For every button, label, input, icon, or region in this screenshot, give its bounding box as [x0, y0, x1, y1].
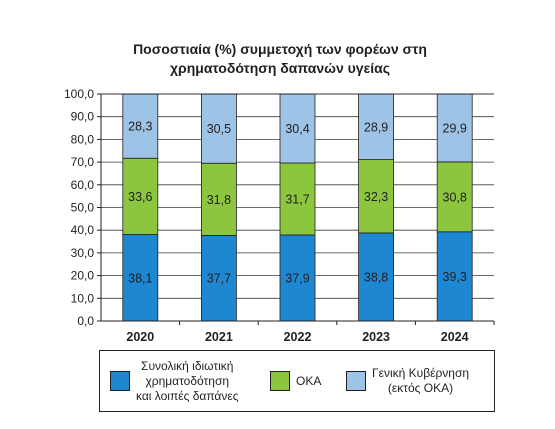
legend-swatch-government	[346, 371, 366, 391]
bar-segment	[436, 93, 473, 163]
legend: Συνολική ιδιωτική χρηματοδότηση και λοιπ…	[99, 350, 495, 412]
data-label: 28,9	[364, 120, 388, 134]
bar-segment	[122, 157, 159, 235]
y-tick-label: 30,0	[71, 246, 95, 260]
data-label: 32,3	[364, 190, 388, 204]
data-label: 38,8	[364, 270, 388, 284]
legend-label-government: Γενική Κυβέρνηση (εκτός ΟΚΑ)	[372, 366, 469, 396]
data-label: 38,1	[128, 271, 152, 285]
y-tick-label: 90,0	[71, 110, 95, 124]
bar-segment	[200, 162, 237, 236]
bar-segment	[358, 232, 395, 322]
chart-title-line-2: χρηματοδότηση δαπανών υγείας	[169, 60, 390, 76]
legend-item-private: Συνολική ιδιωτική χρηματοδότηση και λοιπ…	[110, 351, 239, 411]
y-tick-label: 60,0	[71, 178, 95, 192]
y-tick-label: 80,0	[71, 132, 95, 146]
data-label: 31,7	[285, 192, 309, 206]
data-label: 39,3	[443, 270, 467, 284]
chart-title-line-1: Ποσοστιαία (%) συμμετοχή των φορέων στη	[133, 41, 427, 57]
data-label: 33,6	[128, 190, 152, 204]
y-tick-label: 50,0	[71, 201, 95, 215]
y-tick-label: 40,0	[71, 223, 95, 237]
data-label: 28,3	[128, 120, 152, 134]
y-tick-label: 10,0	[71, 291, 95, 305]
legend-label-private: Συνολική ιδιωτική χρηματοδότηση και λοιπ…	[136, 359, 239, 404]
chart-title: Ποσοστιαία (%) συμμετοχή των φορέων στη …	[60, 40, 500, 78]
legend-label-private-line-2: χρηματοδότηση	[145, 373, 230, 388]
legend-label-government-line-2: (εκτός ΟΚΑ)	[387, 381, 454, 395]
legend-label-private-line-3: και λοιπές δαπάνες	[136, 388, 239, 403]
bar-segment	[279, 93, 316, 164]
legend-swatch-private	[110, 371, 130, 391]
legend-item-oka: ΟΚΑ	[270, 351, 321, 411]
data-label: 30,8	[443, 190, 467, 204]
legend-label-private-line-1: Συνολική ιδιωτική	[141, 358, 234, 373]
legend-swatch-oka	[270, 371, 290, 391]
legend-item-government: Γενική Κυβέρνηση (εκτός ΟΚΑ)	[346, 351, 469, 411]
y-tick-label: 70,0	[71, 155, 95, 169]
x-tick-label: 2022	[284, 330, 312, 344]
data-label: 31,8	[207, 193, 231, 207]
data-label: 29,9	[443, 121, 467, 135]
bar-segment	[200, 93, 237, 164]
bar-segment	[122, 93, 159, 159]
data-label: 30,5	[207, 122, 231, 136]
y-tick-label: 20,0	[71, 269, 95, 283]
legend-label-oka: ΟΚΑ	[296, 373, 322, 388]
bar-segment	[436, 161, 473, 233]
bar-segment	[358, 159, 395, 234]
legend-label-government-line-1: Γενική Κυβέρνηση	[372, 366, 470, 380]
bar-segment	[358, 93, 395, 161]
bar-segment	[200, 235, 237, 322]
bar-segment	[279, 162, 316, 236]
x-tick-label: 2020	[126, 330, 154, 344]
x-tick-label: 2023	[362, 330, 390, 344]
data-label: 37,7	[207, 272, 231, 286]
data-label: 37,9	[285, 271, 309, 285]
bar-segment	[279, 234, 316, 322]
y-tick-label: 100,0	[64, 87, 94, 101]
x-tick-label: 2024	[441, 330, 469, 344]
x-tick-label: 2021	[205, 330, 233, 344]
y-tick-label: 0,0	[77, 314, 94, 328]
data-label: 30,4	[285, 122, 309, 136]
